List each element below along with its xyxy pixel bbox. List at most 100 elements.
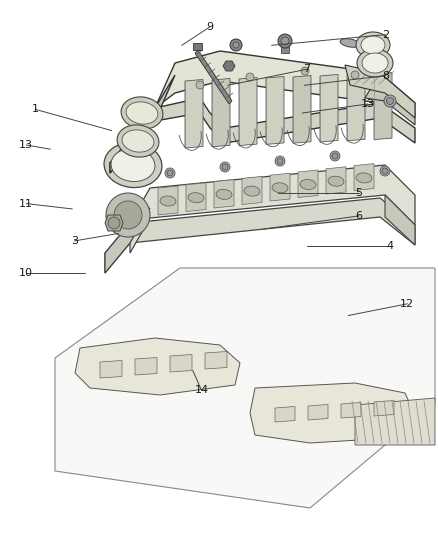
Text: 13: 13 [19,140,33,150]
Ellipse shape [104,142,162,188]
Circle shape [106,193,150,237]
Ellipse shape [117,125,159,157]
Text: 12: 12 [400,299,414,309]
Circle shape [167,170,173,176]
Polygon shape [270,173,290,201]
Polygon shape [105,198,415,273]
Ellipse shape [272,183,288,193]
Circle shape [330,151,340,161]
Text: 13: 13 [361,99,375,109]
Polygon shape [354,164,374,190]
Polygon shape [374,72,392,140]
Polygon shape [365,73,415,125]
Polygon shape [347,74,365,141]
Ellipse shape [361,36,385,54]
Polygon shape [105,215,123,231]
Polygon shape [158,186,178,215]
Polygon shape [170,354,192,372]
Text: 4: 4 [386,241,393,251]
Circle shape [108,217,120,229]
Polygon shape [214,180,234,208]
Ellipse shape [300,180,316,190]
Polygon shape [250,383,415,443]
Ellipse shape [111,149,155,182]
Circle shape [384,95,396,107]
Polygon shape [223,61,235,71]
Text: 7: 7 [303,64,310,74]
Ellipse shape [356,32,390,58]
Circle shape [386,98,393,104]
Ellipse shape [362,53,388,73]
Polygon shape [326,167,346,194]
Circle shape [222,164,228,170]
Polygon shape [100,360,122,378]
Ellipse shape [340,39,360,47]
Polygon shape [105,208,150,273]
Polygon shape [212,78,230,147]
Ellipse shape [356,173,372,183]
Polygon shape [341,402,361,418]
Text: 2: 2 [382,30,389,39]
Polygon shape [308,405,328,420]
Ellipse shape [160,196,176,206]
Text: 8: 8 [382,71,389,80]
Circle shape [301,67,309,75]
Circle shape [196,81,204,89]
Circle shape [382,168,388,174]
Ellipse shape [122,130,154,152]
Polygon shape [193,43,202,50]
Circle shape [233,42,239,48]
Circle shape [165,168,175,178]
Circle shape [278,34,292,48]
Polygon shape [110,98,415,173]
Circle shape [380,166,390,176]
Circle shape [138,170,148,180]
Circle shape [281,37,289,45]
Text: 3: 3 [71,236,78,246]
Ellipse shape [328,176,344,186]
Polygon shape [110,75,175,173]
Polygon shape [75,338,240,395]
Text: 5: 5 [356,188,363,198]
Circle shape [351,71,359,79]
Text: 14: 14 [194,385,208,395]
Polygon shape [242,176,262,205]
Polygon shape [355,398,435,445]
Polygon shape [385,195,415,245]
Polygon shape [185,79,203,148]
Ellipse shape [216,189,232,199]
Circle shape [246,73,254,81]
Polygon shape [293,76,311,143]
Polygon shape [135,358,157,375]
Ellipse shape [121,97,163,129]
Polygon shape [195,50,232,104]
Polygon shape [275,407,295,422]
Polygon shape [374,400,394,416]
Circle shape [277,158,283,164]
Circle shape [220,162,230,172]
Polygon shape [130,165,415,253]
Polygon shape [298,170,318,198]
Text: 1: 1 [32,104,39,114]
Circle shape [114,201,142,229]
Polygon shape [55,268,435,508]
Polygon shape [186,183,206,212]
Ellipse shape [188,192,204,203]
Polygon shape [155,51,415,108]
Circle shape [275,156,285,166]
Text: 11: 11 [19,199,33,208]
Text: 6: 6 [356,211,363,221]
Ellipse shape [244,186,260,196]
Ellipse shape [126,102,158,124]
Polygon shape [345,65,415,118]
Polygon shape [281,45,289,53]
Text: 9: 9 [207,22,214,31]
Polygon shape [320,75,338,142]
Text: 10: 10 [19,268,33,278]
Circle shape [230,39,242,51]
Ellipse shape [357,49,393,77]
Polygon shape [266,77,284,144]
Polygon shape [239,77,257,146]
Circle shape [332,153,338,159]
Polygon shape [205,351,227,369]
